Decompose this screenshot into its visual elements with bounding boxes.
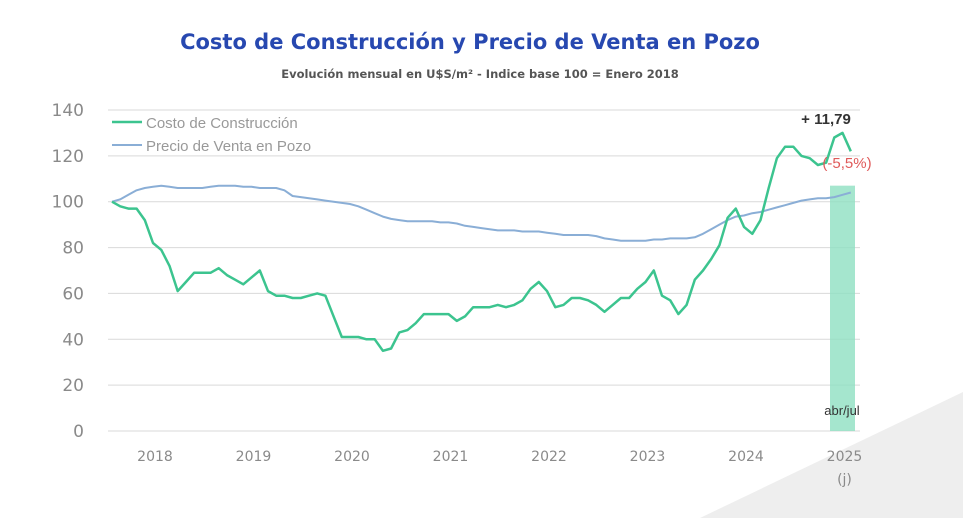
highlight-bar: [830, 185, 855, 431]
x-tick-label: 2020: [334, 449, 370, 465]
y-tick-label: 120: [52, 147, 84, 167]
annotation-change-pct: (-5,5%): [822, 155, 871, 172]
y-tick-label: 40: [62, 330, 84, 350]
y-tick-label: 140: [52, 101, 84, 121]
highlight-label: abr/jul: [824, 403, 860, 418]
chart-title: Costo de Construcción y Precio de Venta …: [180, 30, 760, 54]
x-tick-label: 2018: [137, 449, 173, 465]
y-tick-label: 0: [73, 422, 84, 442]
y-tick-label: 20: [62, 376, 84, 396]
series-line-precio-venta-pozo: [111, 184, 852, 242]
x-tick-label: 2019: [236, 449, 272, 465]
y-tick-label: 60: [62, 284, 84, 304]
x-tick-sublabel: (j): [837, 472, 852, 488]
legend-label-costo: Costo de Construcción: [146, 115, 298, 132]
x-tick-label: 2024: [728, 449, 764, 465]
annotation-increase: + 11,79: [801, 111, 851, 128]
legend-label-precio: Precio de Venta en Pozo: [146, 138, 311, 155]
background-decoration: [700, 392, 963, 518]
x-tick-label: 2021: [433, 449, 469, 465]
x-tick-label: 2025: [827, 449, 863, 465]
legend: Costo de Construcción Precio de Venta en…: [112, 115, 311, 155]
y-tick-label: 100: [52, 193, 84, 213]
x-tick-label: 2022: [531, 449, 567, 465]
series-line-costo-construccion: [111, 131, 852, 353]
y-tick-label: 80: [62, 239, 84, 259]
x-tick-label: 2023: [630, 449, 666, 465]
chart-subtitle: Evolución mensual en U$S/m² - Indice bas…: [281, 67, 679, 81]
